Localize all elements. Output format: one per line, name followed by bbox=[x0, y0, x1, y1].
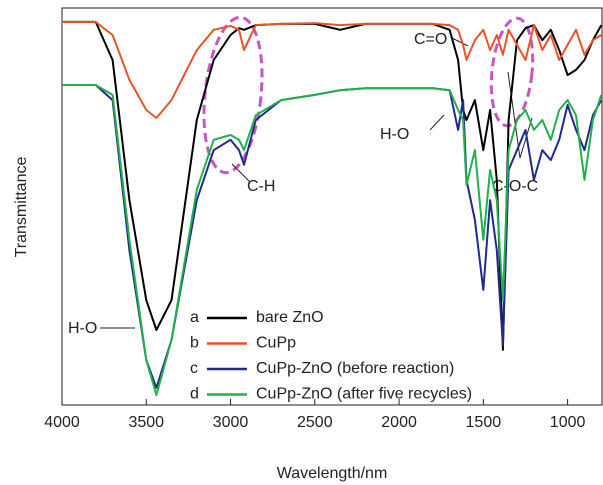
x-tick-label: 2500 bbox=[297, 414, 333, 431]
annotation: H-O bbox=[380, 126, 409, 143]
legend-letter: a bbox=[190, 309, 199, 326]
x-tick-label: 1500 bbox=[466, 414, 502, 431]
legend-label: CuPp-ZnO (after five recycles) bbox=[256, 386, 472, 403]
spectrum-line bbox=[62, 84, 603, 397]
legend-letter: b bbox=[190, 335, 199, 352]
highlight-ellipse bbox=[489, 16, 535, 128]
annotation: C-O-C bbox=[492, 178, 538, 195]
annotation: C=O bbox=[414, 31, 447, 48]
annotation: C-H bbox=[247, 178, 275, 195]
x-tick-label: 3500 bbox=[128, 414, 164, 431]
x-tick-label: 4000 bbox=[44, 414, 80, 431]
annotation: H-O bbox=[68, 320, 97, 337]
x-axis-label: Wavelength/nm bbox=[277, 465, 388, 482]
legend-label: CuPp-ZnO (before reaction) bbox=[256, 360, 454, 377]
spectrum-line bbox=[62, 20, 603, 351]
x-tick-label: 1000 bbox=[550, 414, 586, 431]
plot-frame bbox=[61, 7, 603, 406]
legend-letter: d bbox=[190, 386, 199, 403]
x-tick-label: 2000 bbox=[381, 414, 417, 431]
spectrum-line bbox=[62, 20, 602, 119]
legend-label: bare ZnO bbox=[256, 309, 324, 326]
highlight-ellipse bbox=[202, 15, 264, 175]
y-axis-label: Transmittance bbox=[13, 157, 30, 258]
x-tick-label: 3000 bbox=[213, 414, 249, 431]
legend-letter: c bbox=[190, 360, 198, 377]
legend-label: CuPp bbox=[256, 335, 296, 352]
